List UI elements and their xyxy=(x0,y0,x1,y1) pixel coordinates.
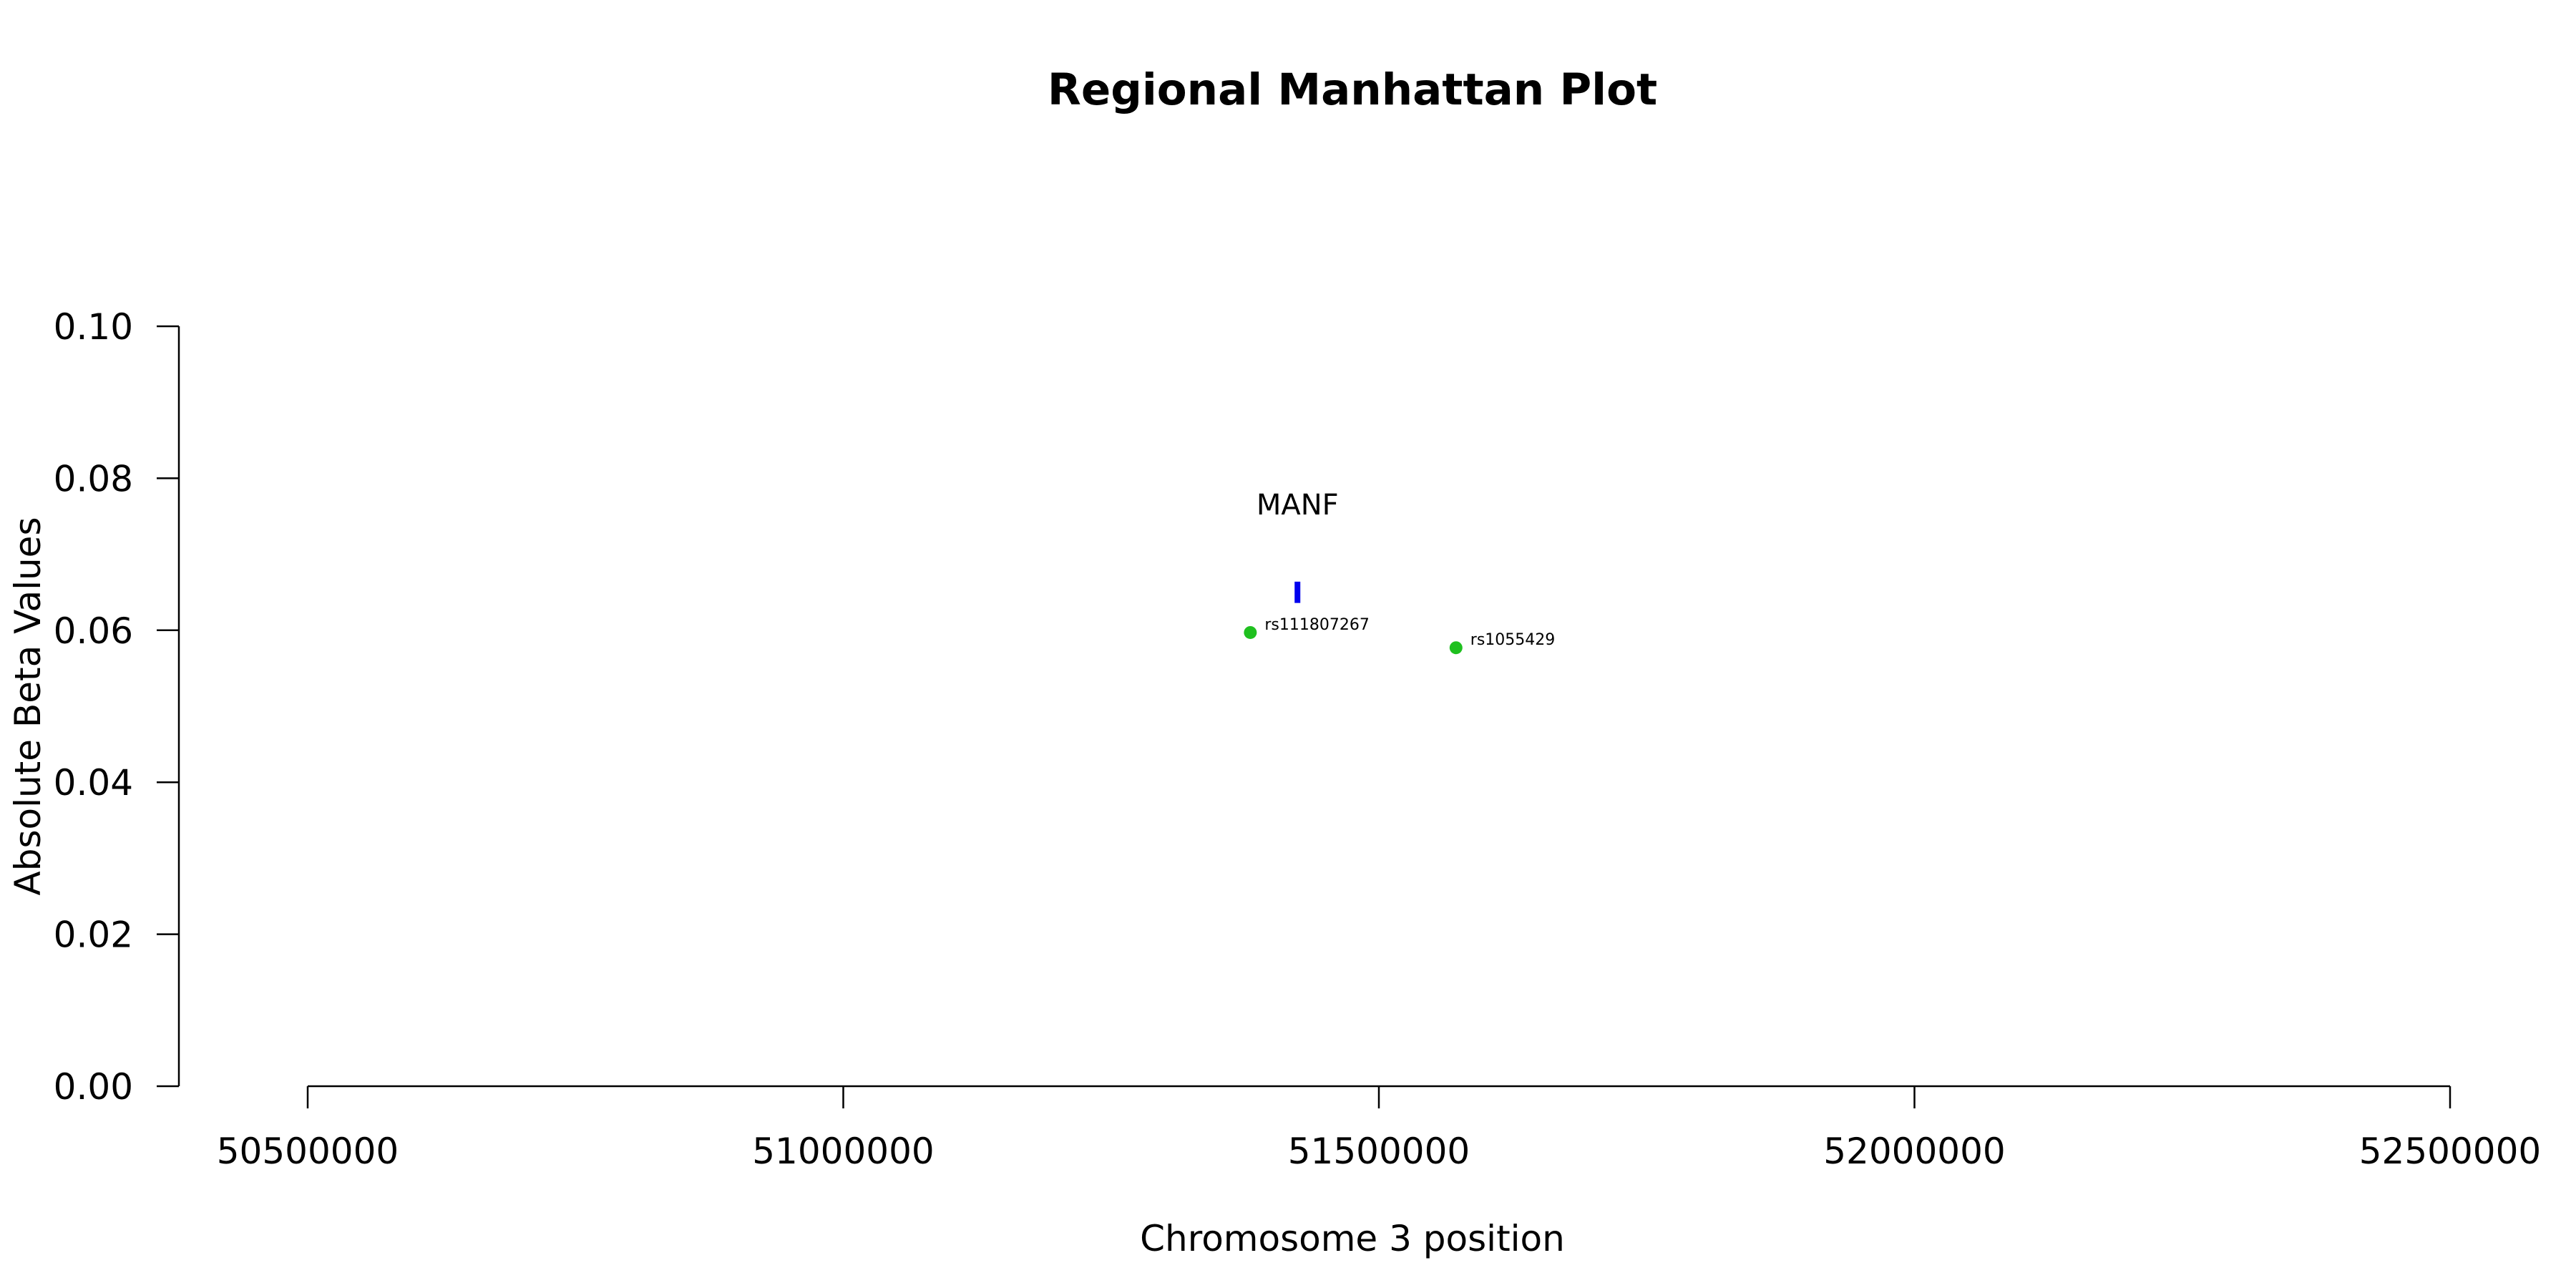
snp-points: rs111807267 rs1055429 xyxy=(1244,616,1556,655)
y-tick-label: 0.10 xyxy=(54,306,133,348)
y-axis-ticks: 0.00 0.02 0.04 0.06 0.08 0.10 xyxy=(54,306,179,1108)
x-tick-label: 52000000 xyxy=(1823,1131,2006,1172)
y-axis-label: Absolute Beta Values xyxy=(7,517,49,896)
x-tick-label: 52500000 xyxy=(2359,1131,2542,1172)
gene-markers: MANF xyxy=(1257,489,1339,603)
x-axis-ticks: 50500000 51000000 51500000 52000000 52500000 xyxy=(217,1086,2542,1172)
y-tick-label: 0.02 xyxy=(54,914,133,956)
gene-label: MANF xyxy=(1257,489,1339,522)
y-tick-label: 0.00 xyxy=(54,1066,133,1108)
y-tick-label: 0.06 xyxy=(54,610,133,652)
snp-point xyxy=(1449,641,1463,655)
x-tick-label: 51500000 xyxy=(1288,1131,1470,1172)
x-axis-label: Chromosome 3 position xyxy=(1140,1218,1565,1259)
chart-title: Regional Manhattan Plot xyxy=(1048,64,1657,115)
snp-point xyxy=(1244,625,1257,639)
y-tick-label: 0.04 xyxy=(54,762,133,804)
snp-label: rs1055429 xyxy=(1470,631,1556,649)
x-tick-label: 51000000 xyxy=(752,1131,935,1172)
snp-label: rs111807267 xyxy=(1264,616,1369,634)
y-tick-label: 0.08 xyxy=(54,458,133,499)
x-tick-label: 50500000 xyxy=(217,1131,399,1172)
